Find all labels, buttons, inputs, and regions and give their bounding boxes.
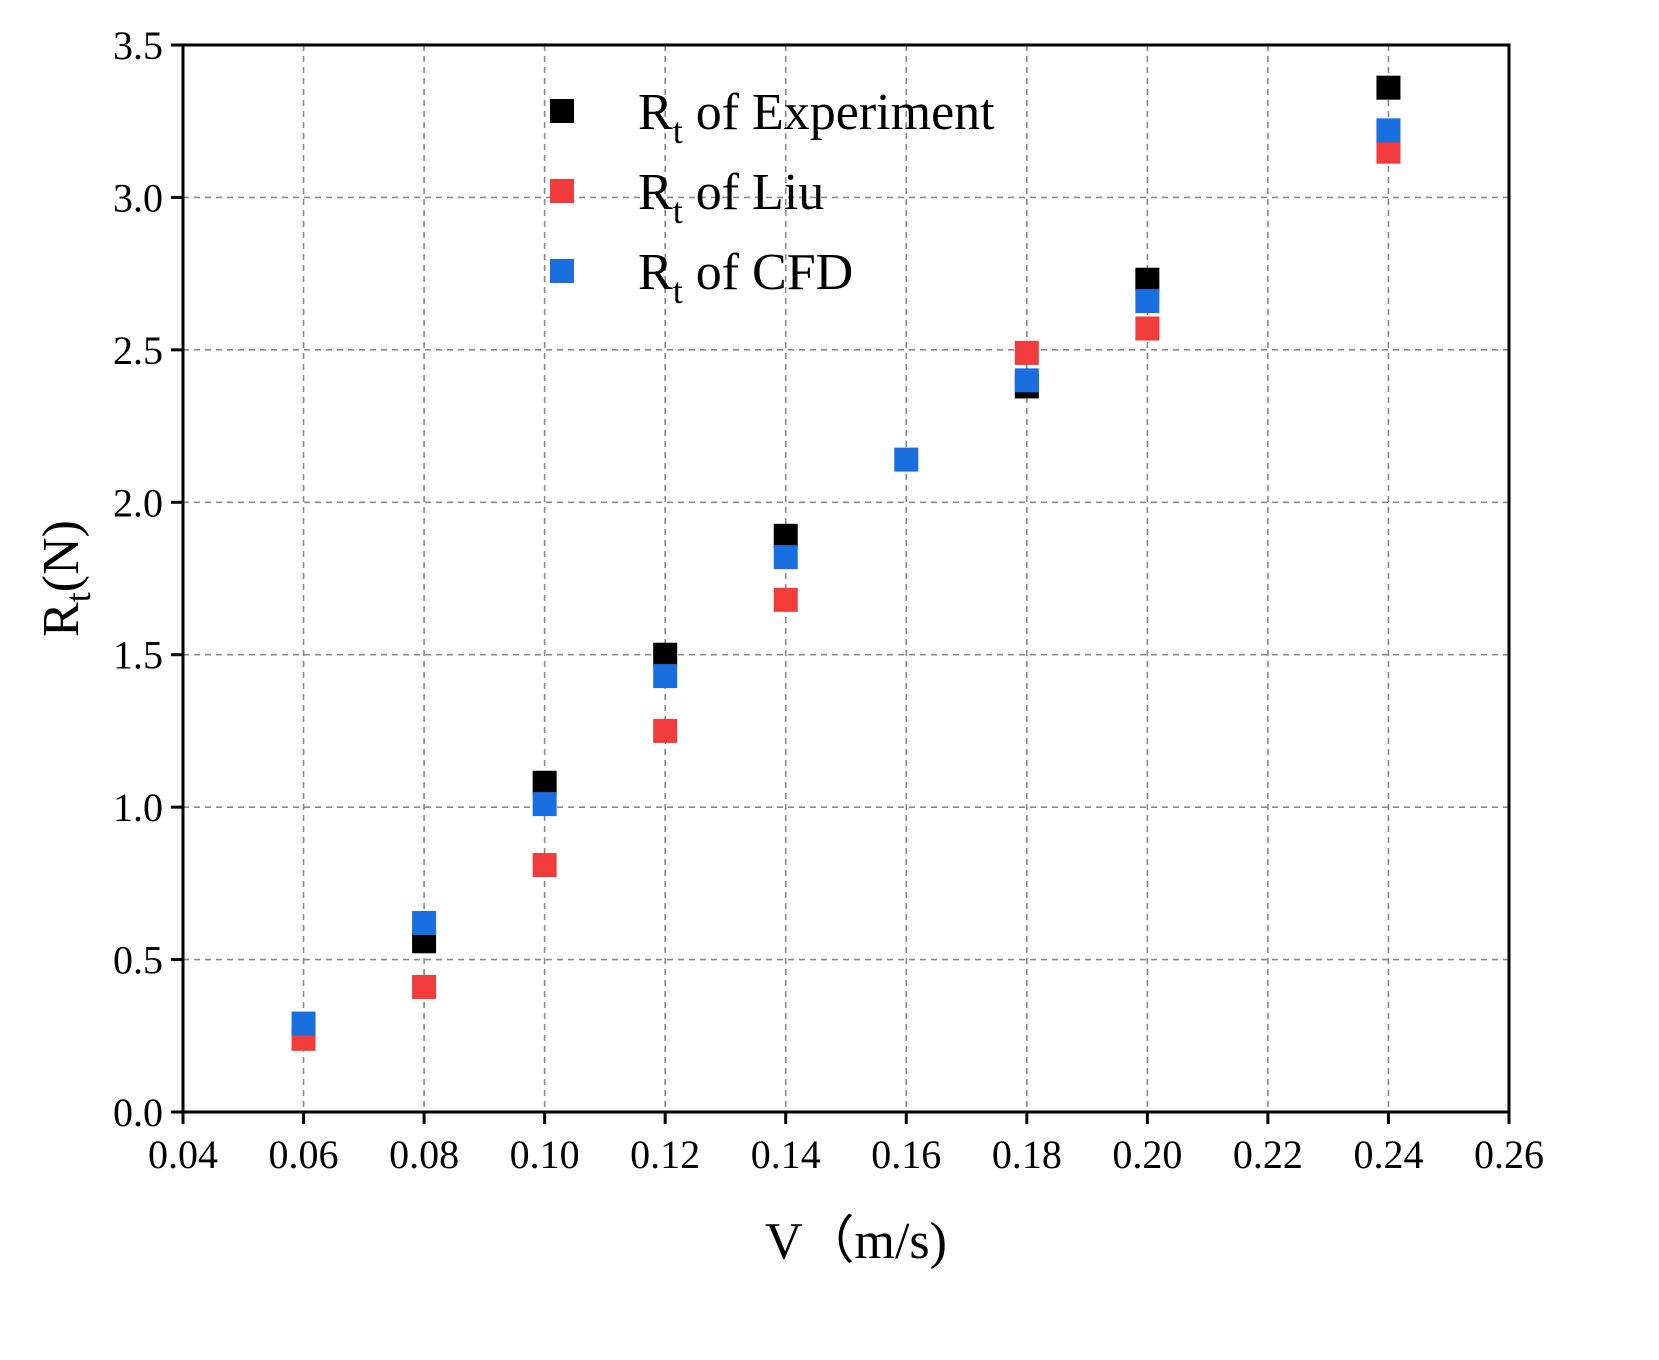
y-tick-label: 3.0	[113, 175, 163, 220]
data-point	[773, 545, 798, 570]
y-tick-label: 0.5	[113, 938, 163, 983]
y-axis-title-subscript: t	[58, 592, 98, 602]
data-point	[653, 718, 678, 743]
x-tick-label: 0.22	[1233, 1132, 1303, 1177]
x-tick-label: 0.06	[269, 1132, 339, 1177]
data-point	[1135, 316, 1160, 341]
legend-label: Rt of CFD	[638, 244, 853, 311]
x-tick-label: 0.16	[871, 1132, 941, 1177]
y-tick-label: 3.5	[113, 23, 163, 68]
data-point	[773, 523, 798, 548]
data-point	[894, 447, 919, 472]
data-point	[412, 975, 437, 1000]
data-point	[412, 910, 437, 935]
legend-marker	[550, 99, 574, 123]
y-axis-title: Rt(N)	[33, 520, 98, 637]
axis-ticks	[171, 43, 1511, 1124]
series-2-points	[291, 118, 1401, 1036]
data-point	[1014, 368, 1039, 393]
data-point	[532, 770, 557, 795]
series-0-points	[412, 75, 1401, 954]
data-point	[1014, 340, 1039, 365]
x-tick-label: 0.24	[1353, 1132, 1423, 1177]
data-point	[1135, 289, 1160, 314]
y-tick-label: 2.5	[113, 328, 163, 373]
data-point	[653, 642, 678, 667]
legend-marker	[550, 179, 574, 203]
legend: Rt of Experiment Rt of Liu Rt of CFD	[550, 84, 995, 311]
legend-label: Rt of Experiment	[638, 84, 995, 151]
x-tick-label: 0.12	[630, 1132, 700, 1177]
data-point	[532, 792, 557, 817]
x-tick-label: 0.20	[1112, 1132, 1182, 1177]
x-tick-label: 0.18	[992, 1132, 1062, 1177]
grid-lines	[183, 45, 1509, 1112]
y-tick-label: 1.0	[113, 785, 163, 830]
data-point	[653, 664, 678, 689]
y-tick-labels: 0.0 0.5 1.0 1.5 2.0 2.5 3.0 3.5	[113, 23, 163, 1135]
y-axis-title-unit: (N)	[33, 520, 90, 592]
x-tick-label: 0.04	[148, 1132, 218, 1177]
x-axis-title: V（m/s)	[765, 1213, 947, 1270]
data-points	[291, 75, 1401, 1051]
x-tick-label: 0.10	[510, 1132, 580, 1177]
data-point	[1376, 139, 1401, 164]
data-point	[291, 1011, 316, 1036]
plot-frame	[181, 43, 1511, 1114]
data-point	[1376, 118, 1401, 143]
legend-marker	[550, 259, 574, 283]
x-tick-label: 0.08	[389, 1132, 459, 1177]
y-tick-label: 1.5	[113, 633, 163, 678]
data-point	[532, 853, 557, 878]
legend-label: Rt of Liu	[638, 164, 824, 231]
y-tick-label: 0.0	[113, 1090, 163, 1135]
x-tick-labels: 0.04 0.06 0.08 0.10 0.12 0.14 0.16 0.18 0.20 0.22…	[148, 1132, 1544, 1177]
data-point	[773, 587, 798, 612]
y-axis-title-main: R	[33, 602, 90, 637]
y-tick-label: 2.0	[113, 480, 163, 525]
x-tick-label: 0.14	[751, 1132, 821, 1177]
x-tick-label: 0.26	[1474, 1132, 1544, 1177]
data-point	[1376, 75, 1401, 100]
data-point	[1135, 267, 1160, 292]
